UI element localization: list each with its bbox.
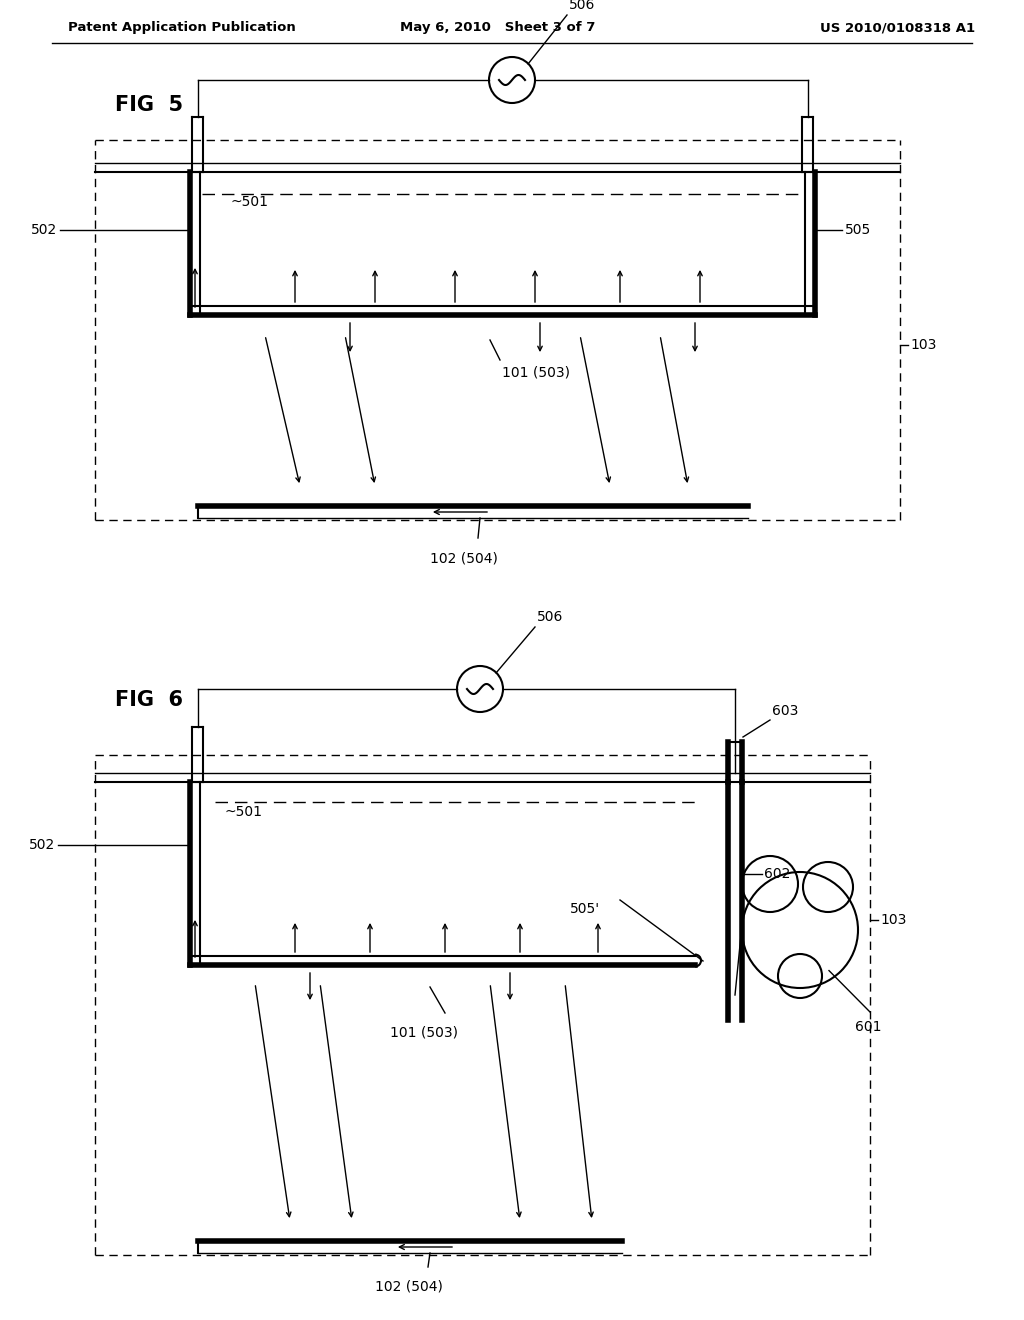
Text: 102 (504): 102 (504) bbox=[430, 552, 498, 566]
Text: FIG  5: FIG 5 bbox=[115, 95, 183, 115]
Text: 103: 103 bbox=[880, 913, 906, 927]
Text: 502: 502 bbox=[31, 223, 57, 238]
Text: FIG  6: FIG 6 bbox=[115, 690, 183, 710]
Text: Patent Application Publication: Patent Application Publication bbox=[68, 21, 296, 34]
Text: 506: 506 bbox=[569, 0, 595, 12]
Text: 505: 505 bbox=[845, 223, 871, 238]
Text: 505': 505' bbox=[570, 902, 600, 916]
Text: 102 (504): 102 (504) bbox=[375, 1279, 442, 1294]
Text: 602: 602 bbox=[764, 866, 791, 880]
Text: 101 (503): 101 (503) bbox=[390, 1026, 458, 1039]
Text: May 6, 2010   Sheet 3 of 7: May 6, 2010 Sheet 3 of 7 bbox=[400, 21, 595, 34]
Text: 601: 601 bbox=[855, 1020, 882, 1034]
Text: US 2010/0108318 A1: US 2010/0108318 A1 bbox=[820, 21, 975, 34]
Text: 603: 603 bbox=[772, 704, 799, 718]
Text: 502: 502 bbox=[29, 838, 55, 851]
Text: 101 (503): 101 (503) bbox=[502, 366, 570, 379]
Text: ~501: ~501 bbox=[230, 195, 268, 209]
Text: 506: 506 bbox=[537, 610, 563, 624]
Text: 103: 103 bbox=[910, 338, 936, 352]
Text: ~501: ~501 bbox=[225, 805, 263, 818]
